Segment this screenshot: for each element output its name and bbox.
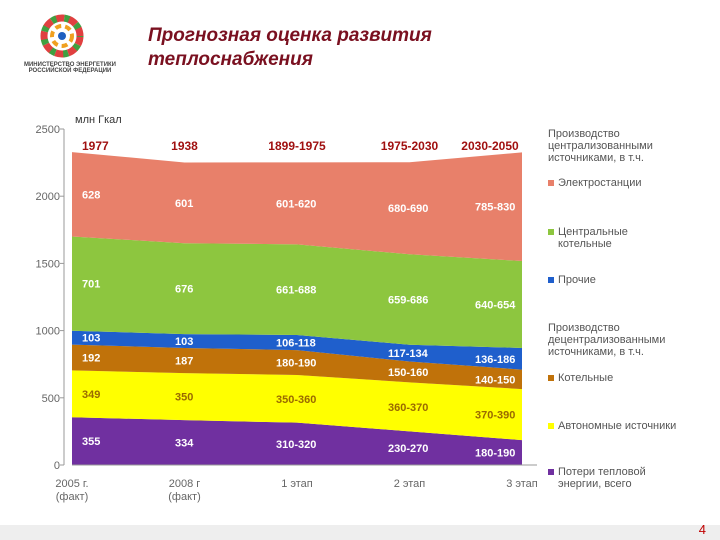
- area: [72, 152, 522, 261]
- legend-group: Производство децентрализованными источни…: [548, 322, 666, 358]
- data-label: 785-830: [475, 202, 515, 214]
- chart-title: Прогнозная оценка развития теплоснабжени…: [148, 25, 432, 70]
- data-label: 180-190: [276, 358, 316, 370]
- legend-entry: Электростанции: [558, 177, 642, 189]
- data-label: 103: [175, 336, 193, 348]
- data-label: 680-690: [388, 203, 428, 215]
- legend-swatch: [548, 375, 554, 381]
- data-label: 136-186: [475, 354, 515, 366]
- data-label: 349: [82, 389, 100, 401]
- data-label: 310-320: [276, 439, 316, 451]
- legend-swatch: [548, 277, 554, 283]
- legend-swatch: [548, 423, 554, 429]
- footer-band: [0, 525, 720, 540]
- data-label: 187: [175, 356, 193, 368]
- area: [72, 236, 522, 348]
- data-label: 676: [175, 284, 193, 296]
- y-tick-label: 1500: [36, 258, 60, 270]
- y-tick-label: 1000: [36, 326, 60, 338]
- data-label: 355: [82, 436, 100, 448]
- page-number: 4: [699, 522, 706, 537]
- data-label: 192: [82, 352, 100, 364]
- y-tick-label: 0: [54, 460, 60, 472]
- x-tick-label: 1 этап: [281, 478, 313, 490]
- x-tick-label: 2005 г. (факт): [55, 478, 89, 503]
- legend-swatch: [548, 229, 554, 235]
- area: [72, 370, 522, 441]
- data-label: 659-686: [388, 294, 428, 306]
- data-label: 628: [82, 189, 100, 201]
- data-label: 601-620: [276, 198, 316, 210]
- data-label: 701: [82, 279, 100, 291]
- org-name: МИНИСТЕРСТВО ЭНЕРГЕТИКИ РОССИЙСКОЙ ФЕДЕР…: [24, 62, 116, 74]
- total-label: 1975-2030: [381, 139, 439, 153]
- x-tick-label: 3 этап: [506, 478, 538, 490]
- data-label: 601: [175, 198, 193, 210]
- legend-swatch: [548, 180, 554, 186]
- data-label: 350: [175, 392, 193, 404]
- data-label: 117-134: [388, 348, 429, 360]
- x-tick-label: 2008 г (факт): [168, 478, 201, 503]
- data-label: 370-390: [475, 410, 515, 422]
- data-label: 103: [82, 333, 100, 345]
- legend-group: Производство централизованными источника…: [548, 128, 653, 164]
- y-axis-label: млн Гкал: [75, 114, 122, 126]
- total-label: 1938: [171, 139, 198, 153]
- area: [72, 344, 522, 390]
- data-label: 180-190: [475, 448, 515, 460]
- logo: [40, 14, 84, 58]
- area: [72, 330, 522, 370]
- data-label: 140-150: [475, 374, 515, 386]
- data-label: 640-654: [475, 299, 516, 311]
- area: [72, 417, 522, 465]
- data-label: 230-270: [388, 443, 428, 455]
- legend-entry: Прочие: [558, 274, 596, 286]
- total-label: 1899-1975: [268, 139, 326, 153]
- y-tick-label: 2000: [36, 191, 60, 203]
- data-label: 334: [175, 438, 194, 450]
- y-tick-label: 500: [42, 393, 60, 405]
- total-label: 2030-2050: [461, 139, 519, 153]
- legend-entry: Котельные: [558, 372, 614, 384]
- x-tick-label: 2 этап: [393, 478, 426, 490]
- legend-entry: Центральные котельные: [558, 226, 628, 250]
- legend-entry: Автономные источники: [558, 420, 677, 432]
- data-label: 661-688: [276, 285, 316, 297]
- legend-entry: Потери тепловой энергии, всего: [558, 466, 646, 490]
- data-label: 350-360: [276, 394, 316, 406]
- data-label: 360-370: [388, 402, 428, 414]
- legend-swatch: [548, 469, 554, 475]
- y-tick-label: 2500: [36, 124, 60, 136]
- data-label: 150-160: [388, 367, 428, 379]
- data-label: 106-118: [276, 338, 316, 350]
- total-label: 1977: [82, 139, 109, 153]
